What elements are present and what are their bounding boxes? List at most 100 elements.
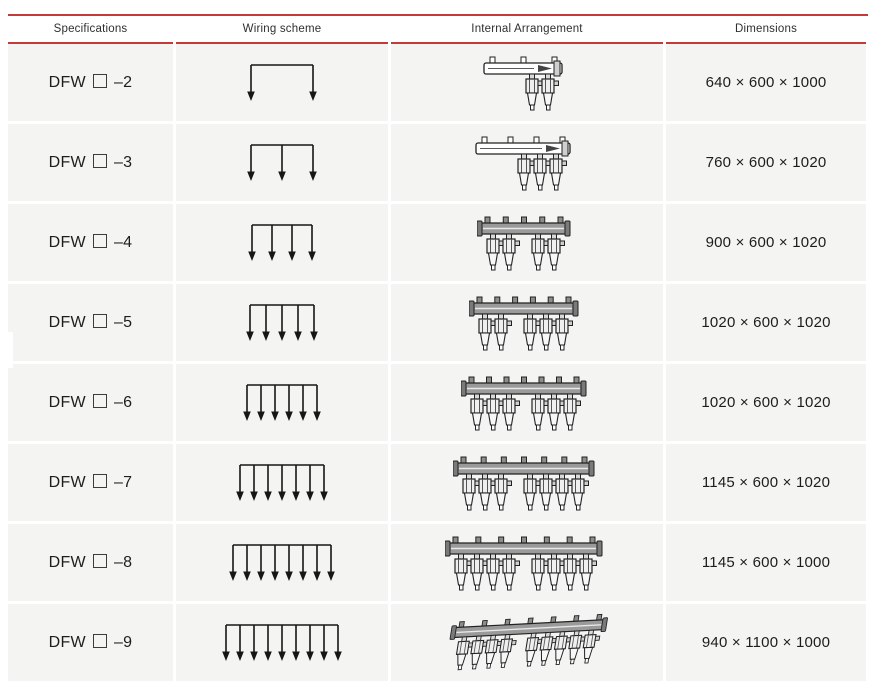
wiring-scheme-diagram xyxy=(245,141,319,185)
spec-cell: DFW –2 xyxy=(8,44,173,121)
spec-label: DFW –4 xyxy=(48,233,133,252)
spec-label: DFW –6 xyxy=(48,393,133,412)
internal-arrangement-drawing xyxy=(444,531,610,595)
spec-suffix: –4 xyxy=(113,233,133,251)
spec-cell: DFW –5 xyxy=(8,284,173,361)
dimensions-value: 1020 × 600 × 1020 xyxy=(701,314,831,331)
internal-arrangement-drawing xyxy=(437,611,618,675)
spec-suffix: –2 xyxy=(113,73,133,91)
column-header-specifications: Specifications xyxy=(8,16,173,44)
spec-suffix: –5 xyxy=(113,313,133,331)
spec-cell: DFW –4 xyxy=(8,204,173,281)
dimensions-value: 1145 × 600 × 1020 xyxy=(701,474,831,491)
column-header-wiring-scheme: Wiring scheme xyxy=(176,16,388,44)
spec-box xyxy=(92,633,107,648)
wiring-scheme-diagram xyxy=(245,61,319,105)
spec-box xyxy=(92,153,107,168)
column-header-internal-arrangement: Internal Arrangement xyxy=(391,16,663,44)
column-header-label: Dimensions xyxy=(734,23,798,35)
dimensions-cell: 940 × 1100 × 1000 xyxy=(666,604,866,681)
spec-cell: DFW –3 xyxy=(8,124,173,201)
wiring-scheme-diagram xyxy=(244,301,320,345)
spec-prefix: DFW xyxy=(48,313,86,331)
internal-arrangement-drawing xyxy=(460,371,594,435)
spec-label: DFW –5 xyxy=(48,313,133,332)
internal-cell xyxy=(391,524,663,601)
dimensions-value: 1020 × 600 × 1020 xyxy=(701,394,831,411)
spec-suffix: –7 xyxy=(113,473,133,491)
dimensions-cell: 640 × 600 × 1000 xyxy=(666,44,866,121)
internal-cell xyxy=(391,44,663,121)
internal-cell xyxy=(391,444,663,521)
internal-arrangement-drawing xyxy=(482,51,572,115)
spec-prefix: DFW xyxy=(48,73,86,91)
spec-table: Specifications Wiring scheme Internal Ar… xyxy=(8,14,868,681)
dimensions-value: 940 × 1100 × 1000 xyxy=(701,634,831,651)
spec-label: DFW –7 xyxy=(48,473,133,492)
spec-prefix: DFW xyxy=(48,233,86,251)
column-header-label: Internal Arrangement xyxy=(471,23,583,35)
table-body: DFW –2 640 × 600 × 1000 DFW –3 760 × 600 ×… xyxy=(8,44,868,681)
dimensions-cell: 1145 × 600 × 1020 xyxy=(666,444,866,521)
internal-arrangement-drawing xyxy=(468,291,586,355)
spec-suffix: –3 xyxy=(113,153,133,171)
wiring-scheme-diagram xyxy=(220,621,344,665)
dimensions-value: 640 × 600 × 1000 xyxy=(705,74,827,91)
spec-label: DFW –8 xyxy=(48,553,133,572)
scan-artifact-patch xyxy=(0,332,13,368)
column-header-label: Specifications xyxy=(53,23,128,35)
spec-box xyxy=(92,313,107,328)
spec-cell: DFW –8 xyxy=(8,524,173,601)
dimensions-value: 900 × 600 × 1020 xyxy=(705,234,827,251)
spec-suffix: –6 xyxy=(113,393,133,411)
dimensions-cell: 760 × 600 × 1020 xyxy=(666,124,866,201)
spec-box xyxy=(92,393,107,408)
wiring-cell xyxy=(176,124,388,201)
wiring-cell xyxy=(176,44,388,121)
spec-prefix: DFW xyxy=(48,633,86,651)
wiring-cell xyxy=(176,524,388,601)
wiring-scheme-diagram xyxy=(246,221,318,265)
spec-prefix: DFW xyxy=(48,393,86,411)
wiring-scheme-diagram xyxy=(234,461,330,505)
wiring-cell xyxy=(176,444,388,521)
table-header: Specifications Wiring scheme Internal Ar… xyxy=(8,14,868,44)
spec-box xyxy=(92,553,107,568)
wiring-cell xyxy=(176,364,388,441)
internal-arrangement-drawing xyxy=(452,451,602,515)
wiring-cell xyxy=(176,604,388,681)
dimensions-cell: 1145 × 600 × 1000 xyxy=(666,524,866,601)
wiring-cell xyxy=(176,284,388,361)
internal-arrangement-drawing xyxy=(474,131,580,195)
wiring-scheme-diagram xyxy=(241,381,323,425)
spec-cell: DFW –9 xyxy=(8,604,173,681)
internal-cell xyxy=(391,364,663,441)
spec-prefix: DFW xyxy=(48,153,86,171)
spec-suffix: –8 xyxy=(113,553,133,571)
internal-cell xyxy=(391,204,663,281)
wiring-scheme-diagram xyxy=(227,541,337,585)
internal-arrangement-drawing xyxy=(476,211,578,275)
spec-label: DFW –9 xyxy=(48,633,133,652)
dimensions-value: 1145 × 600 × 1000 xyxy=(701,554,831,571)
spec-prefix: DFW xyxy=(48,473,86,491)
column-header-label: Wiring scheme xyxy=(242,23,322,35)
internal-cell xyxy=(391,604,663,681)
dimensions-cell: 1020 × 600 × 1020 xyxy=(666,284,866,361)
spec-box xyxy=(92,233,107,248)
spec-label: DFW –2 xyxy=(48,73,133,92)
spec-suffix: –9 xyxy=(113,633,133,651)
dimensions-cell: 1020 × 600 × 1020 xyxy=(666,364,866,441)
spec-box xyxy=(92,73,107,88)
spec-cell: DFW –7 xyxy=(8,444,173,521)
internal-cell xyxy=(391,124,663,201)
spec-prefix: DFW xyxy=(48,553,86,571)
dimensions-cell: 900 × 600 × 1020 xyxy=(666,204,866,281)
column-header-dimensions: Dimensions xyxy=(666,16,866,44)
spec-cell: DFW –6 xyxy=(8,364,173,441)
internal-cell xyxy=(391,284,663,361)
dimensions-value: 760 × 600 × 1020 xyxy=(705,154,827,171)
spec-box xyxy=(92,473,107,488)
spec-label: DFW –3 xyxy=(48,153,133,172)
